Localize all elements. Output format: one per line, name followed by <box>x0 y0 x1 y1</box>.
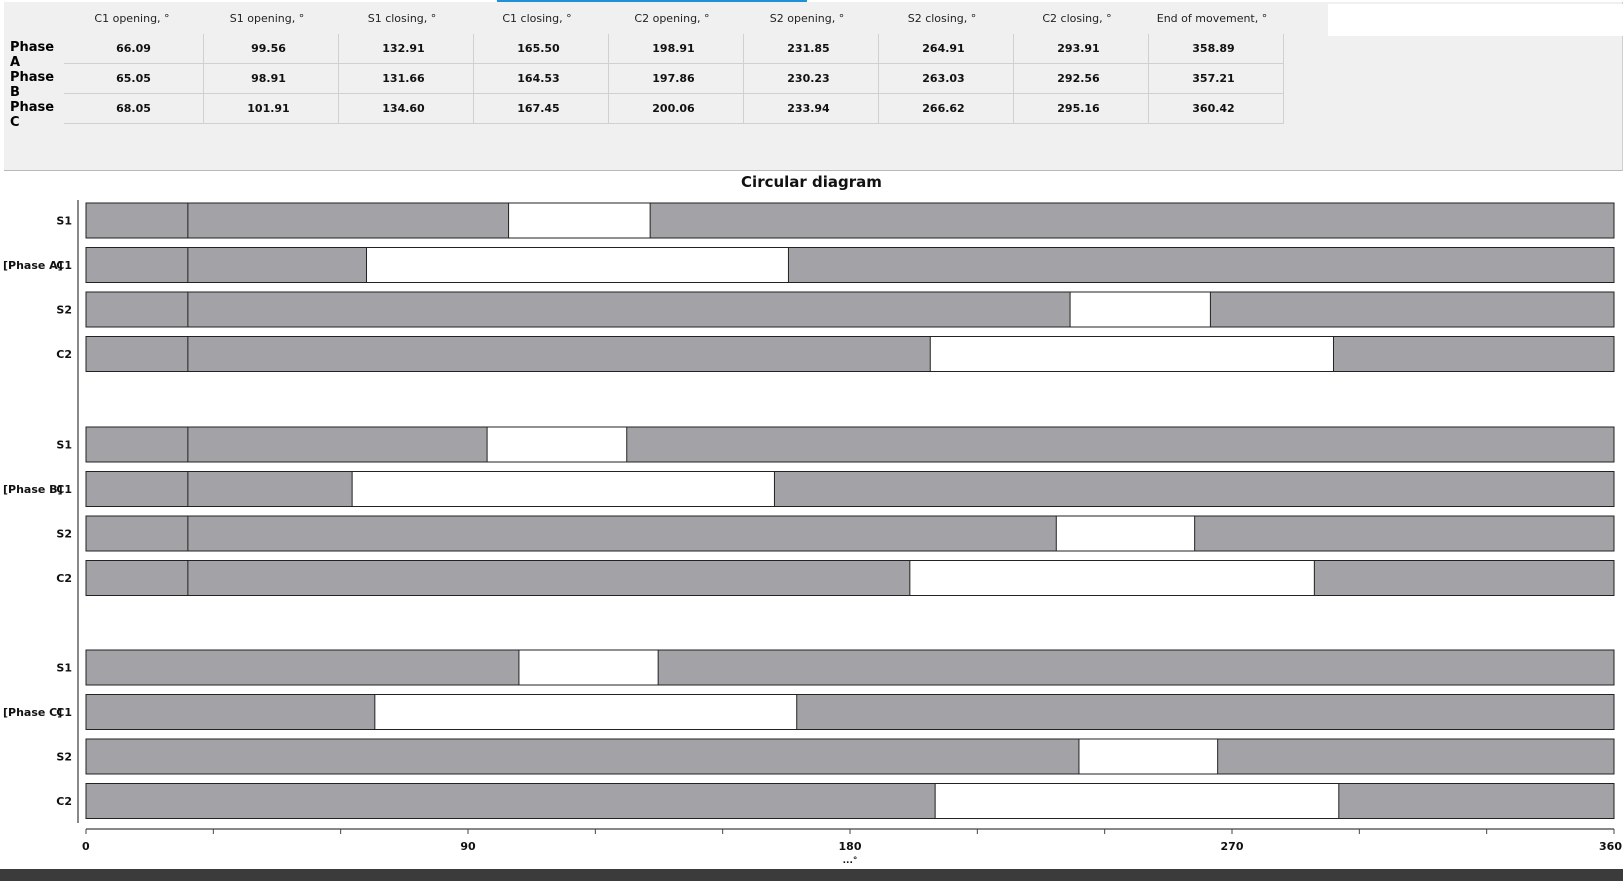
row-label-c1: C1 <box>56 706 72 719</box>
table-cell[interactable]: 233.94 <box>739 94 879 124</box>
table-cell[interactable]: 167.45 <box>469 94 609 124</box>
column-header[interactable]: C2 opening, ° <box>634 12 710 25</box>
closed-segment-bar <box>85 336 1615 372</box>
open-segment-bar <box>351 471 775 507</box>
x-tick-label: 90 <box>460 840 476 853</box>
column-header[interactable]: S1 closing, ° <box>367 12 437 25</box>
column-header[interactable]: End of movement, ° <box>1156 12 1268 25</box>
row-label-s2: S2 <box>56 304 72 317</box>
table-cell[interactable]: 66.09 <box>64 34 204 64</box>
column-header[interactable]: S1 opening, ° <box>229 12 305 25</box>
row-label-c1: C1 <box>56 483 72 496</box>
row-header-phase-b: Phase B <box>10 70 55 100</box>
closed-segment-bar <box>85 649 1615 686</box>
x-tick-label: 270 <box>1221 840 1244 853</box>
table-cell[interactable]: 197.86 <box>604 64 744 94</box>
x-tick-label: 360 <box>1599 840 1622 853</box>
table-cell[interactable]: 98.91 <box>199 64 339 94</box>
column-header[interactable]: C2 closing, ° <box>1042 12 1112 25</box>
row-header-phase-a: Phase A <box>10 40 55 70</box>
open-segment-bar <box>929 336 1334 372</box>
row-label-s1: S1 <box>56 662 72 675</box>
closed-segment-bar <box>85 738 1615 775</box>
table-cell[interactable]: 101.91 <box>199 94 339 124</box>
table-cell[interactable]: 132.91 <box>334 34 474 64</box>
group-label: [Phase C] <box>3 706 62 719</box>
table-cell[interactable]: 200.06 <box>604 94 744 124</box>
row-label-s2: S2 <box>56 528 72 541</box>
table-cell[interactable]: 292.56 <box>1009 64 1149 94</box>
table-cell[interactable]: 360.42 <box>1144 94 1284 124</box>
row-label-s2: S2 <box>56 751 72 764</box>
row-label-c2: C2 <box>56 348 72 361</box>
table-cell[interactable]: 165.50 <box>469 34 609 64</box>
timing-table: C1 opening, ° S1 opening, ° S1 closing, … <box>4 2 1623 171</box>
x-tick-label: 180 <box>839 840 862 853</box>
table-cell[interactable]: 131.66 <box>334 64 474 94</box>
open-segment-bar <box>366 247 789 283</box>
table-cell[interactable]: 293.91 <box>1009 34 1149 64</box>
row-label-c2: C2 <box>56 795 72 808</box>
accent-bar <box>497 0 807 2</box>
row-label-c1: C1 <box>56 259 72 272</box>
table-header <box>68 4 1328 36</box>
open-segment-bar <box>486 426 628 463</box>
table-cell[interactable]: 263.03 <box>874 64 1014 94</box>
row-header-phase-c: Phase C <box>10 100 55 130</box>
table-cell[interactable]: 99.56 <box>199 34 339 64</box>
x-axis-unit-label: ...° <box>843 856 858 866</box>
closed-segment-bar <box>85 783 1615 819</box>
table-cell[interactable]: 230.23 <box>739 64 879 94</box>
x-tick-label: 0 <box>82 840 90 853</box>
table-cell[interactable]: 266.62 <box>874 94 1014 124</box>
table-cell[interactable]: 134.60 <box>334 94 474 124</box>
row-label-c2: C2 <box>56 572 72 585</box>
row-label-s1: S1 <box>56 439 72 452</box>
closed-segment-bar <box>85 471 1615 507</box>
closed-segment-bar <box>85 515 1615 552</box>
table-cell[interactable]: 357.21 <box>1144 64 1284 94</box>
table-cell[interactable]: 198.91 <box>604 34 744 64</box>
column-header[interactable]: S2 opening, ° <box>769 12 845 25</box>
table-cell[interactable]: 295.16 <box>1009 94 1149 124</box>
open-segment-bar <box>1069 291 1211 328</box>
closed-segment-bar <box>85 426 1615 463</box>
open-segment-bar <box>934 783 1340 819</box>
chart-title: Circular diagram <box>741 173 882 191</box>
row-label-s1: S1 <box>56 215 72 228</box>
group-label: [Phase A] <box>3 259 63 272</box>
open-segment-bar <box>1078 738 1219 775</box>
table-cell[interactable]: 264.91 <box>874 34 1014 64</box>
table-cell[interactable]: 68.05 <box>64 94 204 124</box>
closed-segment-bar <box>85 694 1615 730</box>
table-header-filler <box>1328 4 1623 36</box>
table-cell[interactable]: 358.89 <box>1144 34 1284 64</box>
table-cell[interactable]: 164.53 <box>469 64 609 94</box>
column-header[interactable]: C1 opening, ° <box>94 12 170 25</box>
column-header[interactable]: S2 closing, ° <box>907 12 977 25</box>
open-segment-bar <box>518 649 659 686</box>
group-label: [Phase B] <box>3 483 63 496</box>
closed-segment-bar <box>85 560 1615 596</box>
table-cell[interactable]: 231.85 <box>739 34 879 64</box>
open-segment-bar <box>909 560 1315 596</box>
closed-segment-bar <box>85 247 1615 283</box>
open-segment-bar <box>1055 515 1196 552</box>
open-segment-bar <box>374 694 798 730</box>
table-cell[interactable]: 65.05 <box>64 64 204 94</box>
open-segment-bar <box>508 202 651 239</box>
column-header[interactable]: C1 closing, ° <box>502 12 572 25</box>
closed-segment-bar <box>85 202 1615 239</box>
closed-segment-bar <box>85 291 1615 328</box>
